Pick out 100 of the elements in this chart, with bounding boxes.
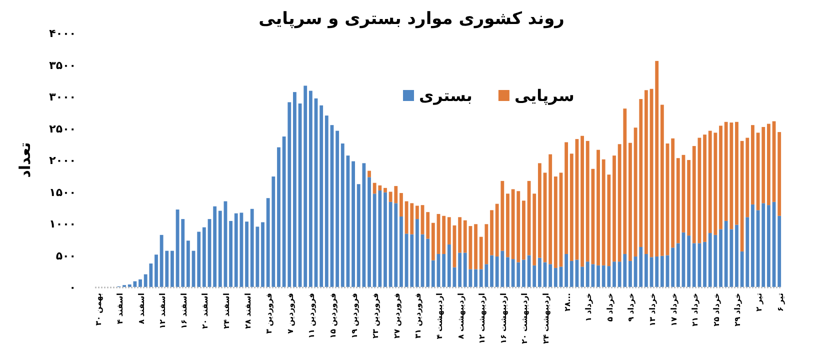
bar	[490, 210, 494, 256]
bar	[766, 124, 770, 206]
bar	[368, 177, 371, 287]
bar	[426, 212, 430, 239]
bar	[442, 254, 446, 287]
legend-label: سرپایی	[514, 86, 574, 105]
bar	[735, 122, 738, 225]
bar	[751, 204, 754, 287]
bar	[245, 222, 248, 287]
bar	[320, 105, 324, 287]
y-tick-label: ۳۵۰۰	[49, 58, 76, 72]
bar	[431, 222, 435, 260]
bar	[703, 134, 706, 242]
bar	[735, 224, 738, 287]
bar	[596, 150, 600, 266]
bar	[778, 216, 782, 287]
bar	[324, 116, 328, 287]
bar	[703, 242, 706, 287]
bar	[628, 260, 632, 287]
bar	[186, 240, 190, 287]
bar	[293, 92, 296, 287]
bar	[229, 220, 233, 287]
bar	[612, 262, 616, 287]
bar	[644, 90, 648, 254]
bar	[170, 250, 174, 287]
bar	[308, 90, 312, 287]
bar	[687, 236, 691, 287]
bar	[564, 142, 568, 254]
bar	[719, 229, 722, 287]
bar	[336, 130, 340, 287]
bar	[719, 126, 722, 230]
bar	[458, 217, 462, 253]
bar	[612, 156, 616, 262]
bar	[400, 193, 403, 217]
y-tick-label: ۳۰۰۰	[49, 90, 76, 104]
bar	[197, 232, 201, 287]
y-tick-label: ۰	[69, 281, 76, 294]
bar	[415, 206, 419, 220]
bar	[596, 265, 600, 287]
bar	[570, 260, 574, 287]
bar	[474, 269, 478, 287]
bar	[522, 200, 526, 260]
bar	[442, 216, 446, 254]
bar	[490, 255, 494, 287]
bar	[304, 86, 308, 287]
bar	[538, 163, 542, 258]
bar	[766, 205, 770, 287]
y-tick-label: ۱۰۰۰	[49, 218, 76, 230]
bar	[154, 254, 158, 287]
bar	[660, 256, 664, 287]
bar	[431, 260, 435, 287]
bar	[655, 256, 659, 287]
bar	[762, 126, 766, 204]
y-tick-label: ۲۰۰۰	[49, 154, 76, 167]
bar	[751, 125, 754, 204]
bar	[218, 210, 222, 287]
bar	[532, 194, 536, 266]
bar	[554, 268, 558, 287]
bar	[384, 188, 387, 192]
bar	[384, 192, 387, 287]
bar	[687, 160, 691, 236]
chart-title: روند کشوری موارد بستری و سرپایی	[258, 9, 564, 29]
bar	[277, 147, 280, 287]
bar	[340, 143, 344, 287]
bar	[474, 224, 478, 270]
bar	[671, 248, 675, 287]
bar	[655, 60, 659, 257]
legend-label: بستری	[419, 86, 472, 105]
bar	[138, 279, 142, 287]
bar	[213, 206, 217, 287]
bar	[580, 266, 584, 287]
bar	[570, 154, 574, 261]
bar	[368, 170, 371, 178]
bar	[522, 260, 526, 287]
bar	[676, 158, 680, 244]
bar	[352, 161, 355, 287]
bar	[660, 104, 664, 256]
bar	[580, 136, 584, 267]
y-tick-label: ۴۰۰۰	[49, 27, 76, 40]
y-tick-label: ۱۵۰۰	[49, 186, 76, 199]
bar	[538, 258, 542, 287]
bar	[426, 238, 430, 287]
bar	[202, 227, 206, 287]
bar	[778, 132, 782, 216]
bar	[554, 176, 558, 268]
bar	[447, 244, 451, 287]
bar	[671, 138, 675, 248]
bar	[261, 222, 264, 287]
y-axis-title: تعداد	[16, 142, 34, 178]
bar	[548, 154, 552, 264]
bar	[548, 264, 552, 287]
y-tick-label: ۵۰۰	[56, 249, 76, 262]
bar	[762, 203, 766, 287]
bar	[447, 217, 451, 244]
bar	[644, 254, 648, 287]
bar	[628, 142, 632, 261]
bar	[458, 252, 462, 287]
bar	[400, 216, 403, 287]
bar	[532, 265, 536, 287]
bar	[506, 194, 510, 258]
